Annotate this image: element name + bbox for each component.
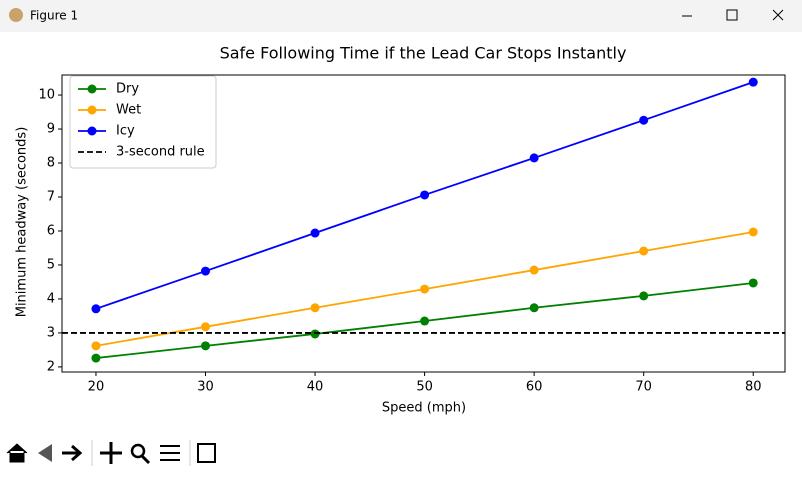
data-point — [748, 227, 758, 237]
window-title: Figure 1 — [30, 9, 78, 23]
y-tick-label: 4 — [47, 291, 55, 306]
legend-frame — [69, 75, 217, 169]
chart-title: Safe Following Time if the Lead Car Stop… — [220, 44, 627, 63]
data-point — [639, 246, 649, 256]
close-button[interactable] — [772, 9, 784, 21]
data-point — [529, 303, 539, 313]
x-tick-label: 60 — [526, 380, 543, 395]
x-tick-label: 40 — [307, 380, 324, 395]
data-point — [639, 291, 649, 301]
data-point — [91, 341, 101, 351]
legend-marker — [87, 84, 97, 94]
x-tick-label: 20 — [88, 380, 105, 395]
forward-button[interactable] — [62, 444, 83, 462]
title-bar — [0, 0, 802, 32]
save-button[interactable] — [197, 443, 216, 463]
legend-label: Wet — [116, 103, 141, 118]
pan-button[interactable] — [100, 442, 122, 464]
data-point — [639, 115, 649, 125]
y-tick-label: 3 — [47, 325, 55, 340]
data-point — [201, 322, 211, 332]
y-tick-label: 5 — [47, 257, 55, 272]
maximize-button[interactable] — [726, 9, 738, 21]
y-axis-label: Minimum headway (seconds) — [15, 127, 30, 318]
data-point — [420, 316, 430, 326]
data-point — [310, 303, 320, 313]
back-button[interactable] — [38, 444, 52, 462]
home-button[interactable] — [6, 443, 28, 463]
legend-label: Dry — [116, 82, 139, 97]
y-tick-label: 8 — [47, 156, 55, 171]
legend-label: Icy — [116, 124, 135, 139]
data-point — [91, 353, 101, 363]
configure-button[interactable] — [160, 445, 180, 461]
data-point — [529, 265, 539, 275]
zoom-button[interactable] — [130, 443, 151, 465]
y-tick-label: 2 — [47, 359, 55, 374]
data-point — [310, 329, 320, 339]
legend-marker — [87, 105, 97, 115]
data-point — [420, 284, 430, 294]
data-point — [420, 190, 430, 200]
data-point — [201, 341, 211, 351]
x-tick-label: 80 — [745, 380, 762, 395]
y-tick-label: 9 — [47, 122, 55, 137]
data-point — [91, 304, 101, 314]
data-point — [529, 153, 539, 163]
x-axis-label: Speed (mph) — [382, 401, 466, 416]
x-tick-label: 70 — [635, 380, 652, 395]
x-tick-label: 30 — [197, 380, 214, 395]
y-tick-label: 7 — [47, 189, 55, 204]
data-point — [310, 228, 320, 238]
data-point — [748, 278, 758, 288]
y-tick-label: 6 — [47, 223, 55, 238]
app-icon — [9, 8, 23, 22]
legend-marker — [87, 126, 97, 136]
y-tick-label: 10 — [38, 88, 55, 103]
legend-label: 3-second rule — [116, 145, 205, 160]
data-point — [748, 77, 758, 87]
x-tick-label: 50 — [416, 380, 433, 395]
data-point — [201, 266, 211, 276]
toolbar — [6, 440, 216, 466]
